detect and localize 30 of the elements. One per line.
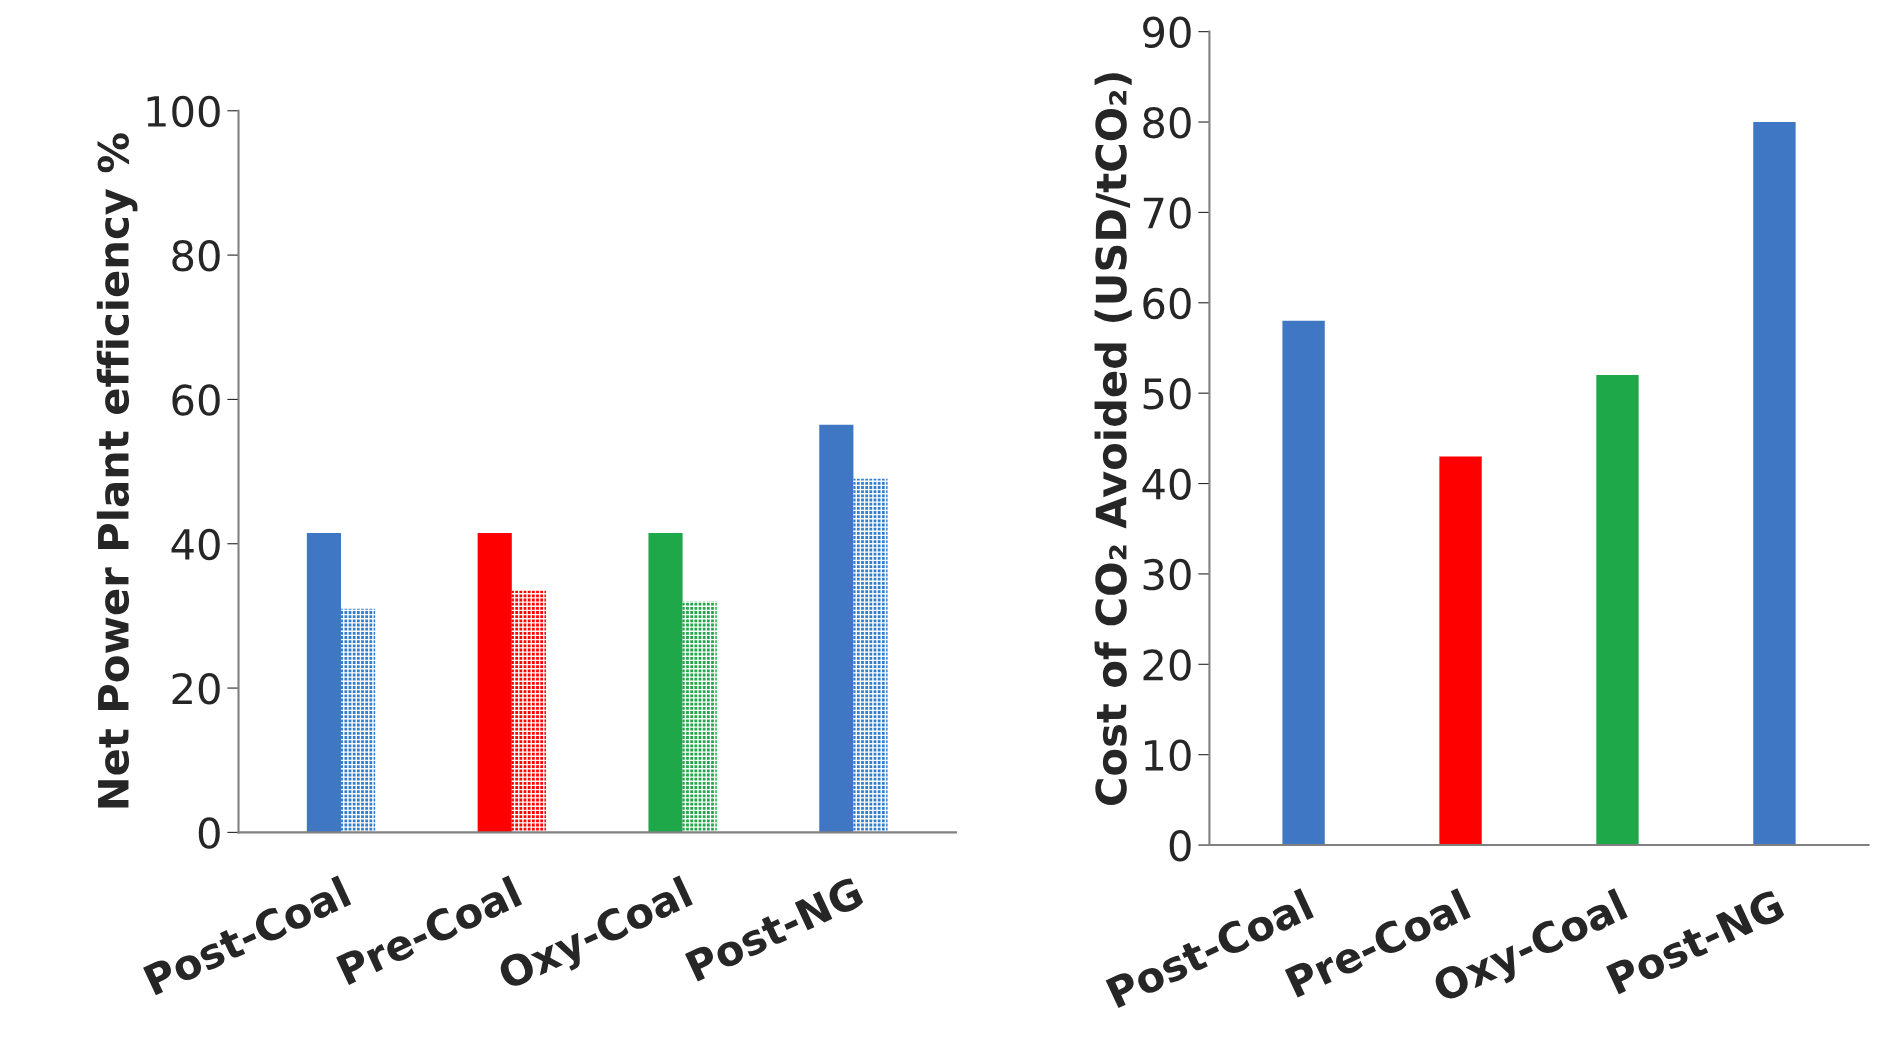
bar	[819, 424, 854, 833]
y-tick-label: 80	[1143, 106, 1191, 139]
bar	[511, 590, 546, 833]
y-tick-label: 70	[1143, 197, 1191, 229]
y-tick-label: 40	[171, 528, 220, 561]
bar	[1282, 320, 1325, 846]
y-tick-label: 20	[1143, 649, 1191, 681]
y-tick-label: 60	[1143, 287, 1191, 320]
bar	[1753, 122, 1796, 846]
y-axis-title: Net Power Plant efficiency %	[96, 133, 138, 808]
y-tick-label: 100	[147, 95, 220, 128]
y-tick-label: 90	[1143, 16, 1191, 49]
bar	[306, 532, 341, 833]
y-tick-label: 10	[1145, 739, 1191, 772]
y-tick-label: 40	[1142, 468, 1191, 500]
bar	[853, 478, 888, 833]
bar	[1439, 456, 1482, 846]
bar	[340, 608, 376, 833]
y-tick-label: 0	[198, 817, 220, 849]
y-tick-label: 80	[172, 240, 220, 272]
y-tick-label: 0	[1169, 829, 1191, 862]
y-tick-label: 30	[1143, 558, 1191, 591]
y-tick-label: 50	[1143, 378, 1191, 410]
bar	[648, 532, 683, 833]
bar	[477, 532, 512, 833]
bar	[1596, 375, 1639, 846]
bar	[682, 601, 717, 833]
y-axis-title: Cost of CO₂ Avoided (USD/tCO₂)	[1094, 73, 1132, 806]
y-tick-label: 60	[172, 384, 220, 416]
y-tick-label: 20	[172, 672, 220, 705]
